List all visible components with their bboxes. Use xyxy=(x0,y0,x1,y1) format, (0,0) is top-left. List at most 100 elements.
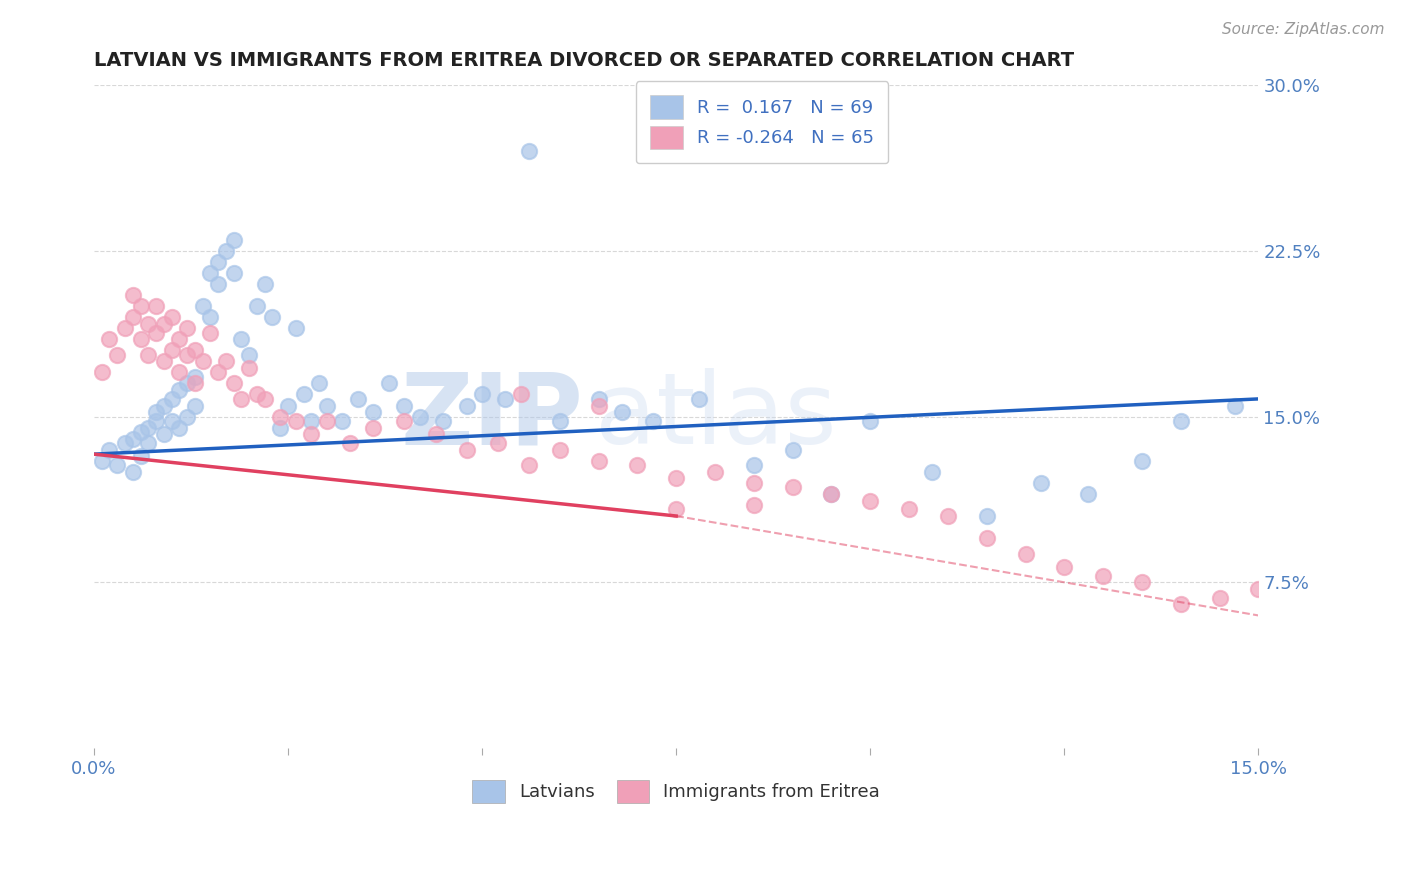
Point xyxy=(253,277,276,291)
Point xyxy=(1170,598,1192,612)
Point xyxy=(782,442,804,457)
Point xyxy=(665,471,688,485)
Point xyxy=(315,414,337,428)
Point xyxy=(145,326,167,340)
Point xyxy=(207,255,229,269)
Point xyxy=(742,498,765,512)
Point xyxy=(494,392,516,406)
Point xyxy=(976,508,998,523)
Point xyxy=(121,465,143,479)
Point xyxy=(231,332,253,346)
Point xyxy=(136,317,159,331)
Point xyxy=(169,365,191,379)
Point xyxy=(517,458,540,473)
Point xyxy=(626,458,648,473)
Text: LATVIAN VS IMMIGRANTS FROM ERITREA DIVORCED OR SEPARATED CORRELATION CHART: LATVIAN VS IMMIGRANTS FROM ERITREA DIVOR… xyxy=(94,51,1074,70)
Point xyxy=(200,310,222,325)
Point xyxy=(610,405,633,419)
Point xyxy=(689,392,711,406)
Point xyxy=(176,348,198,362)
Point xyxy=(548,442,571,457)
Point xyxy=(363,420,385,434)
Point xyxy=(548,414,571,428)
Point xyxy=(339,436,361,450)
Point xyxy=(169,420,191,434)
Point xyxy=(191,299,214,313)
Legend: Latvians, Immigrants from Eritrea: Latvians, Immigrants from Eritrea xyxy=(463,771,889,812)
Point xyxy=(588,392,610,406)
Point xyxy=(898,502,921,516)
Point xyxy=(284,321,307,335)
Point xyxy=(262,310,284,325)
Text: atlas: atlas xyxy=(595,368,837,465)
Point xyxy=(222,376,245,391)
Point xyxy=(215,244,238,258)
Point xyxy=(1130,575,1153,590)
Point xyxy=(378,376,401,391)
Point xyxy=(363,405,385,419)
Point xyxy=(292,387,315,401)
Point xyxy=(98,442,121,457)
Point xyxy=(184,343,207,358)
Point xyxy=(160,392,183,406)
Point xyxy=(936,508,959,523)
Point xyxy=(394,414,416,428)
Point xyxy=(160,414,183,428)
Point xyxy=(246,299,269,313)
Point xyxy=(200,266,222,280)
Point xyxy=(231,392,253,406)
Point xyxy=(114,436,136,450)
Point xyxy=(145,414,167,428)
Point xyxy=(169,332,191,346)
Point xyxy=(153,399,176,413)
Point xyxy=(588,399,610,413)
Point xyxy=(105,348,128,362)
Point xyxy=(160,310,183,325)
Point xyxy=(200,326,222,340)
Point xyxy=(1130,454,1153,468)
Point xyxy=(641,414,664,428)
Point xyxy=(114,321,136,335)
Point xyxy=(269,409,291,424)
Point xyxy=(129,425,152,439)
Point xyxy=(215,354,238,368)
Point xyxy=(517,145,540,159)
Point xyxy=(129,450,152,464)
Point xyxy=(820,487,842,501)
Point xyxy=(145,405,167,419)
Point xyxy=(820,487,842,501)
Point xyxy=(153,317,176,331)
Point xyxy=(176,376,198,391)
Point xyxy=(284,414,307,428)
Point xyxy=(184,369,207,384)
Point xyxy=(1029,475,1052,490)
Point xyxy=(207,365,229,379)
Point xyxy=(184,399,207,413)
Point xyxy=(588,454,610,468)
Point xyxy=(121,432,143,446)
Point xyxy=(136,436,159,450)
Point xyxy=(253,392,276,406)
Point xyxy=(332,414,354,428)
Point xyxy=(145,299,167,313)
Point xyxy=(1247,582,1270,596)
Point xyxy=(277,399,299,413)
Point xyxy=(1208,591,1230,605)
Point xyxy=(315,399,337,413)
Point xyxy=(136,420,159,434)
Point xyxy=(432,414,454,428)
Point xyxy=(409,409,432,424)
Point xyxy=(176,409,198,424)
Point xyxy=(299,427,322,442)
Point xyxy=(98,332,121,346)
Point xyxy=(782,480,804,494)
Point xyxy=(665,502,688,516)
Point xyxy=(1225,399,1247,413)
Point xyxy=(129,299,152,313)
Point xyxy=(425,427,447,442)
Point xyxy=(238,361,260,376)
Point xyxy=(246,387,269,401)
Point xyxy=(1170,414,1192,428)
Point xyxy=(153,354,176,368)
Point xyxy=(121,310,143,325)
